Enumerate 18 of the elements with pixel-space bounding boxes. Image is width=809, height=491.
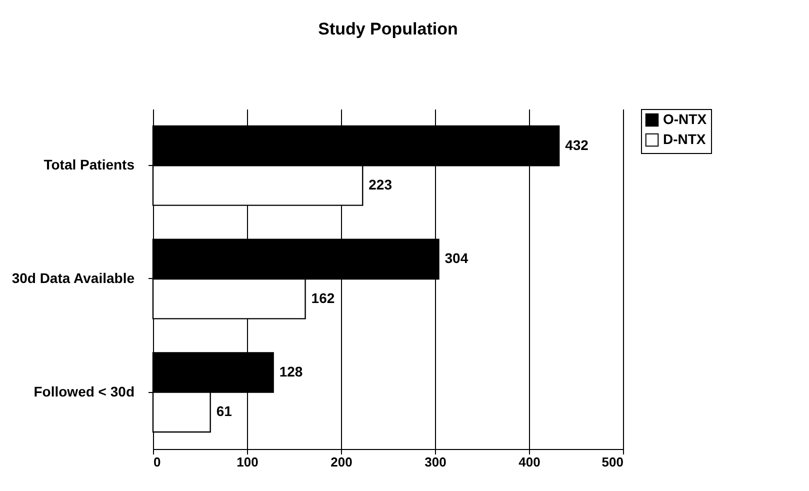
x-tick-label: 500 xyxy=(602,454,624,470)
x-tick-label: 300 xyxy=(424,454,446,470)
data-label: 223 xyxy=(368,176,392,192)
data-label: 61 xyxy=(216,403,232,420)
data-label: 128 xyxy=(279,364,303,380)
chart-title: Study Population xyxy=(318,20,458,38)
data-label: 304 xyxy=(444,250,468,266)
x-tick-label: 400 xyxy=(518,454,540,470)
legend-label: O-NTX xyxy=(663,111,708,127)
legend-label: D-NTX xyxy=(663,131,706,147)
x-tick-label: 100 xyxy=(236,454,258,470)
data-label: 162 xyxy=(311,290,335,306)
x-tick-label: 200 xyxy=(330,454,352,470)
x-tick-label: 0 xyxy=(154,454,161,470)
data-label: 432 xyxy=(565,136,589,153)
y-tick-label: Total Patients xyxy=(44,156,135,173)
y-tick-label: Followed < 30d xyxy=(34,383,134,400)
y-tick-label: 30d Data Available xyxy=(12,270,135,286)
